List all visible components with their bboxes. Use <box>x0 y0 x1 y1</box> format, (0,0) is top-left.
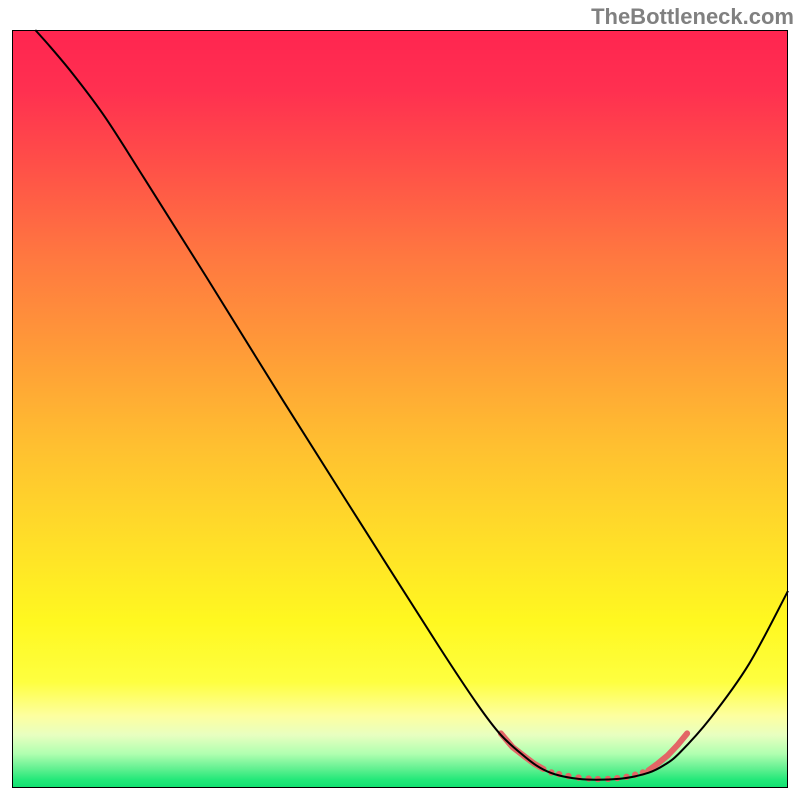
bottleneck-chart: TheBottleneck.com <box>0 0 800 800</box>
chart-svg <box>0 0 800 800</box>
plot-background <box>12 30 788 788</box>
watermark-text: TheBottleneck.com <box>591 4 794 30</box>
